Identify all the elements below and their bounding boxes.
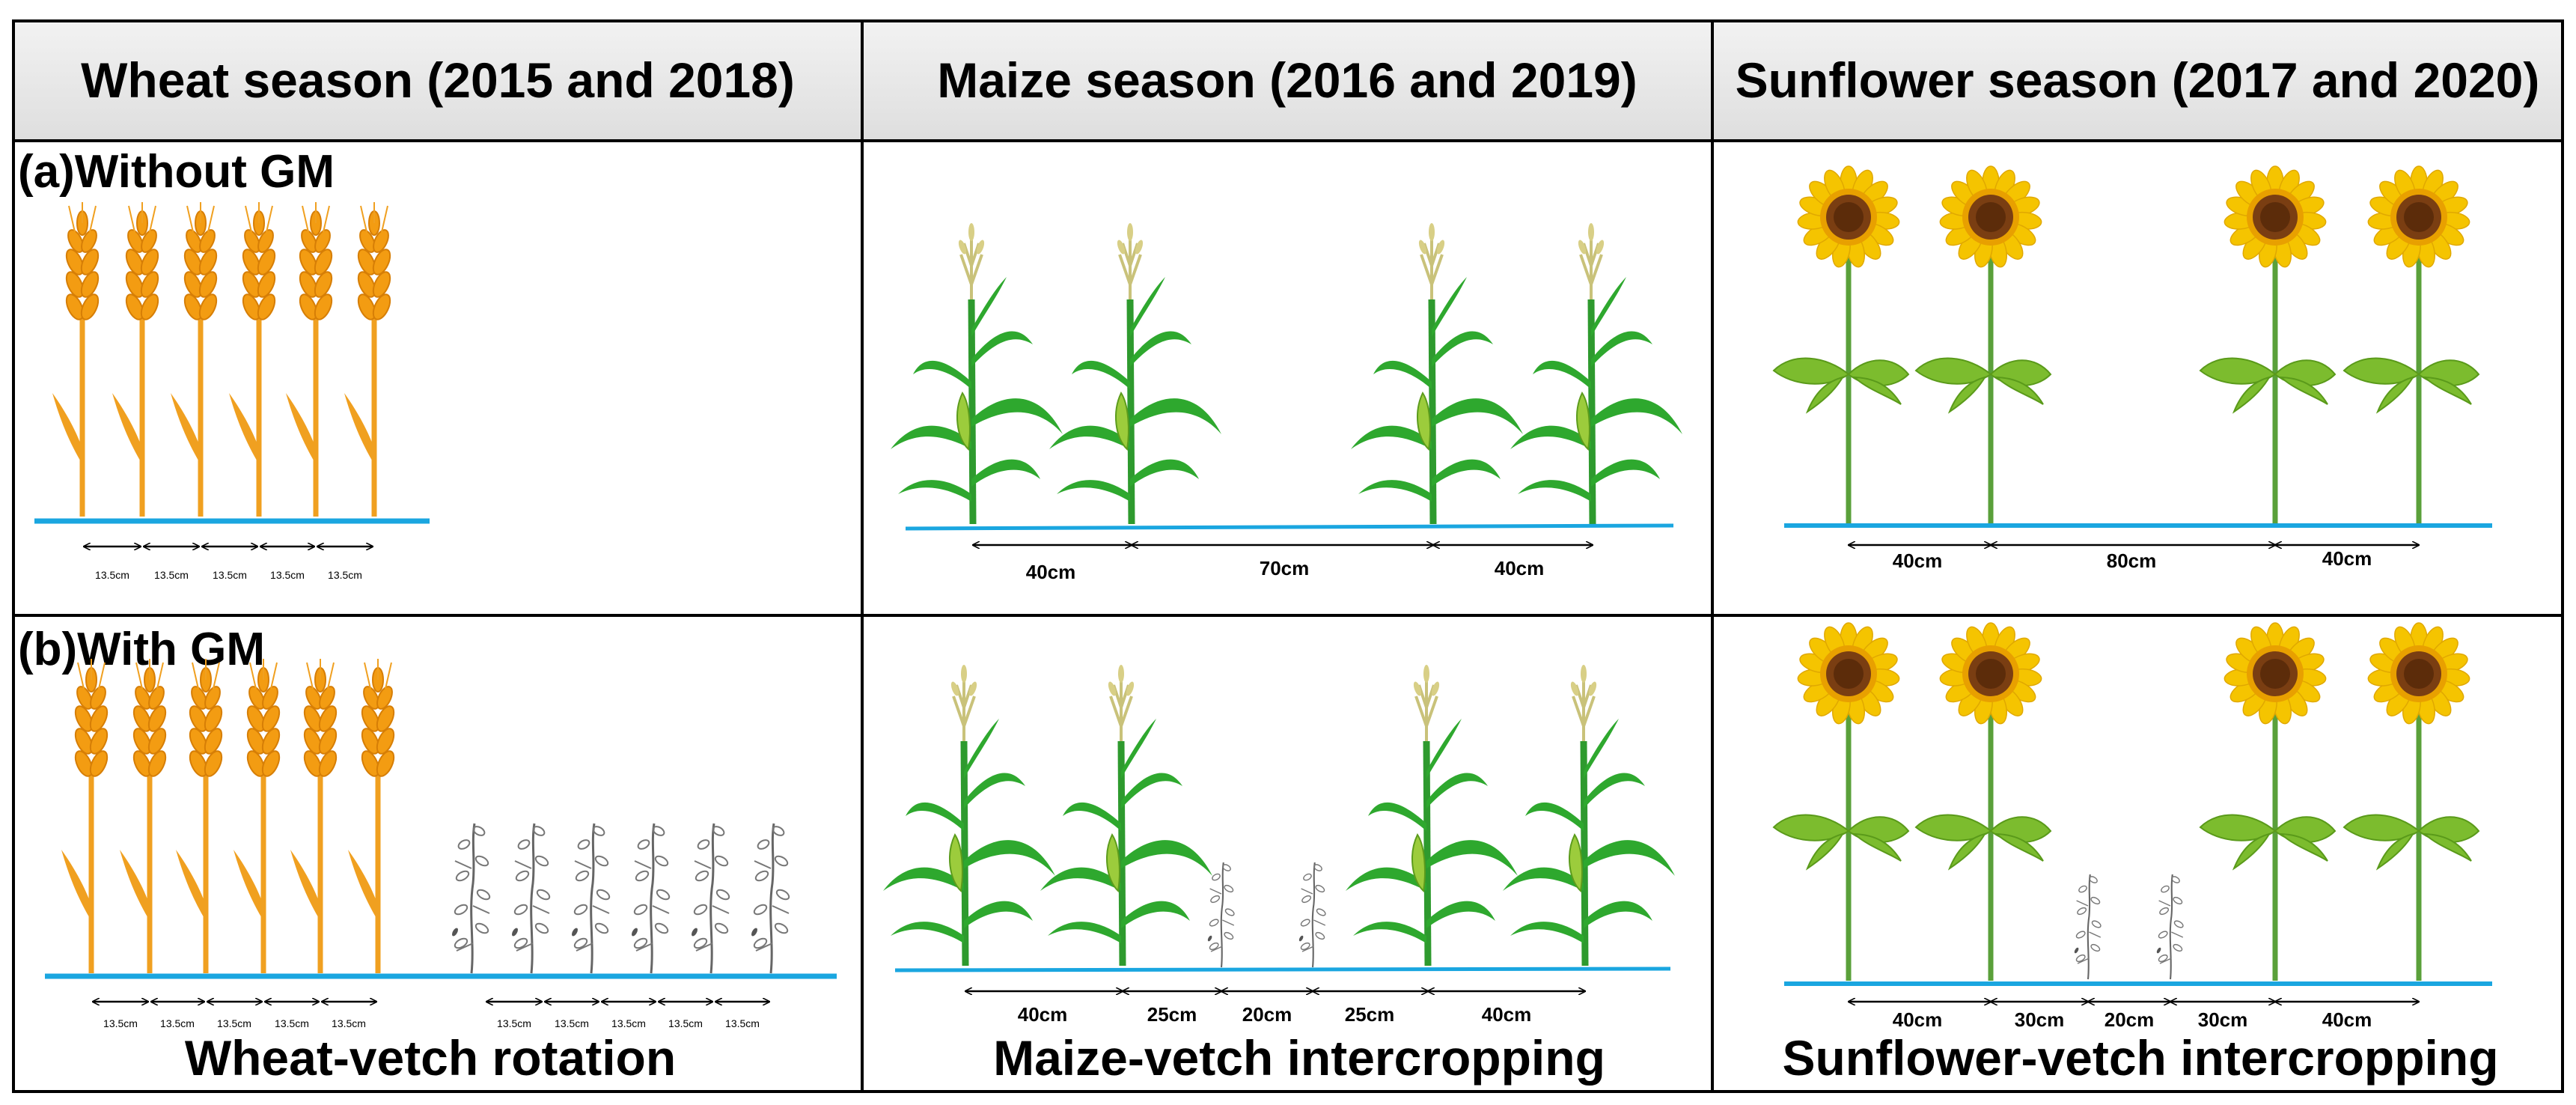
wheat-spacing-label: 13.5cm <box>275 1017 309 1029</box>
wheat-plants-row-b <box>61 659 397 973</box>
sunflower-spacing-row-a: 40cm 80cm 40cm <box>1849 545 2419 572</box>
wheat-spacing-label: 13.5cm <box>95 569 129 581</box>
wheat-spacing-label: 13.5cm <box>328 569 362 581</box>
header-wheat-season: Wheat season (2015 and 2018) <box>81 52 795 108</box>
vetch-plants-row-b-sunflower <box>2072 873 2185 981</box>
caption-sunflower-vetch-intercropping: Sunflower-vetch intercropping <box>1782 1030 2498 1086</box>
maize-spacing-40cm: 40cm <box>1018 1003 1068 1026</box>
maize-spacing-40cm: 40cm <box>1482 1003 1532 1026</box>
header-sunflower-season: Sunflower season (2017 and 2020) <box>1736 52 2540 108</box>
table-grid <box>12 19 2564 1093</box>
sunflower-spacing-30cm: 30cm <box>2015 1008 2065 1031</box>
maize-spacing-25cm: 25cm <box>1345 1003 1395 1026</box>
header-maize-season: Maize season (2016 and 2019) <box>937 52 1637 108</box>
sunflower-spacing-row-b: 40cm 30cm 20cm 30cm 40cm <box>1849 1002 2419 1031</box>
sunflower-spacing-40cm: 40cm <box>1893 550 1943 572</box>
sunflower-plants-row-a <box>1774 166 2479 524</box>
vetch-spacing-label: 13.5cm <box>555 1017 589 1029</box>
sunflower-spacing-40cm: 40cm <box>1893 1008 1943 1031</box>
caption-wheat-vetch-rotation: Wheat-vetch rotation <box>185 1030 676 1086</box>
maize-plants-row-b <box>883 665 1675 966</box>
maize-spacing-row-a: 40cm 70cm 40cm <box>973 545 1593 583</box>
sunflower-spacing-20cm: 20cm <box>2105 1008 2155 1031</box>
wheat-spacing-row-a: 13.5cm 13.5cm 13.5cm 13.5cm 13.5cm <box>84 547 373 581</box>
maize-spacing-25cm: 25cm <box>1147 1003 1197 1026</box>
maize-spacing-40cm: 40cm <box>1026 561 1076 583</box>
maize-spacing-20cm: 20cm <box>1242 1003 1292 1026</box>
row-label-with-gm: (b)With GM <box>18 624 265 675</box>
vetch-plants-row-b-maize <box>1206 861 1328 969</box>
vetch-spacing-label: 13.5cm <box>668 1017 703 1029</box>
sunflower-spacing-40cm: 40cm <box>2322 547 2372 570</box>
vetch-spacing-label: 13.5cm <box>497 1017 531 1029</box>
wheat-spacing-label: 13.5cm <box>103 1017 138 1029</box>
maize-spacing-70cm: 70cm <box>1260 557 1310 579</box>
vetch-plants-row-b-wheat <box>449 822 792 975</box>
maize-spacing-40cm: 40cm <box>1495 557 1545 579</box>
wheat-spacing-label: 13.5cm <box>270 569 305 581</box>
maize-plants-row-a <box>891 223 1682 524</box>
maize-spacing-row-b: 40cm 25cm 20cm 25cm 40cm <box>965 991 1585 1026</box>
sunflower-spacing-40cm: 40cm <box>2322 1008 2372 1031</box>
sunflower-spacing-80cm: 80cm <box>2107 550 2157 572</box>
wheat-spacing-label: 13.5cm <box>154 569 189 581</box>
wheat-plants-row-a <box>52 202 394 517</box>
wheat-spacing-label: 13.5cm <box>213 569 247 581</box>
sunflower-plants-row-b <box>1774 623 2479 981</box>
wheat-spacing-label: 13.5cm <box>332 1017 366 1029</box>
ground-line-maize-b <box>894 967 1671 972</box>
caption-maize-vetch-intercropping: Maize-vetch intercropping <box>993 1030 1605 1086</box>
wheat-spacing-label: 13.5cm <box>160 1017 195 1029</box>
wheat-spacing-row-b: 13.5cm 13.5cm 13.5cm 13.5cm 13.5cm 13.5c… <box>93 1002 769 1029</box>
sunflower-spacing-30cm: 30cm <box>2198 1008 2248 1031</box>
ground-line-maize-a <box>905 523 1674 531</box>
vetch-spacing-label: 13.5cm <box>611 1017 646 1029</box>
vetch-spacing-label: 13.5cm <box>725 1017 760 1029</box>
row-label-without-gm: (a)Without GM <box>18 146 335 198</box>
wheat-spacing-label: 13.5cm <box>217 1017 251 1029</box>
